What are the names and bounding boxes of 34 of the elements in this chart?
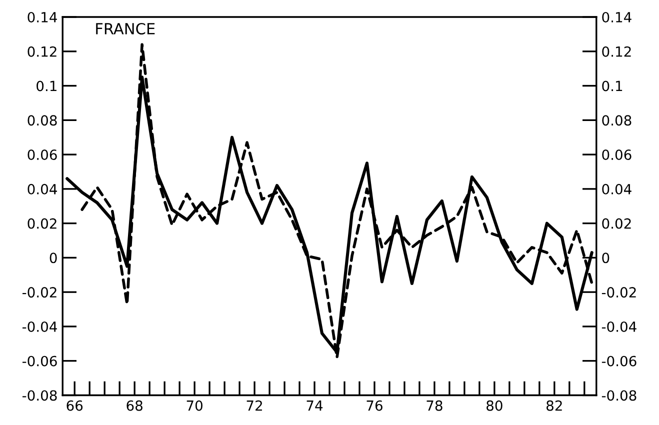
y-tick-label: 0.02	[28, 218, 56, 229]
x-tick-label: 74	[306, 400, 323, 411]
y2-tick-label: 0	[602, 252, 610, 264]
y2-tick-label: 0.1	[602, 80, 622, 92]
y-tick-label: 0.14	[28, 12, 57, 22]
x-tick-label: 78	[426, 400, 442, 411]
y-tick-label: 0	[50, 252, 57, 264]
x-tick-label: 76	[366, 400, 382, 411]
y2-tick-label: 0.06	[602, 150, 632, 160]
y2-tick-label: 0.02	[602, 218, 631, 229]
x-tick-label: 66	[66, 400, 83, 411]
y2-tick-label: 0.08	[602, 115, 632, 126]
y-tick-label: 0.06	[28, 150, 57, 160]
y2-tick-label: -0.02	[602, 287, 636, 298]
annotation: FRANCE	[96, 22, 155, 34]
y-tick-label: -0.04	[22, 321, 57, 332]
y-tick-label: -0.02	[22, 287, 56, 298]
x-tick-label: 80	[486, 400, 502, 411]
y-tick-label: 0.12	[28, 46, 56, 57]
y2-tick-label: 0.12	[602, 46, 631, 57]
y-tick-label: 0.04	[28, 184, 57, 194]
y2-tick-label: 0.14	[602, 12, 632, 22]
y-tick-label: 0.08	[28, 115, 57, 126]
y-tick-label: -0.06	[22, 356, 57, 366]
y-tick-label: -0.08	[22, 390, 57, 401]
y-tick-label: 0.1	[36, 80, 56, 92]
x-tick-label: 82	[546, 400, 562, 411]
x-tick-label: 68	[126, 400, 142, 411]
x-tick-label: 70	[186, 400, 202, 411]
y2-tick-label: -0.08	[602, 390, 636, 401]
y2-tick-label: 0.04	[602, 184, 632, 194]
y2-tick-label: -0.06	[602, 356, 636, 366]
x-tick-label: 72	[246, 400, 262, 411]
y2-tick-label: -0.04	[602, 321, 636, 332]
